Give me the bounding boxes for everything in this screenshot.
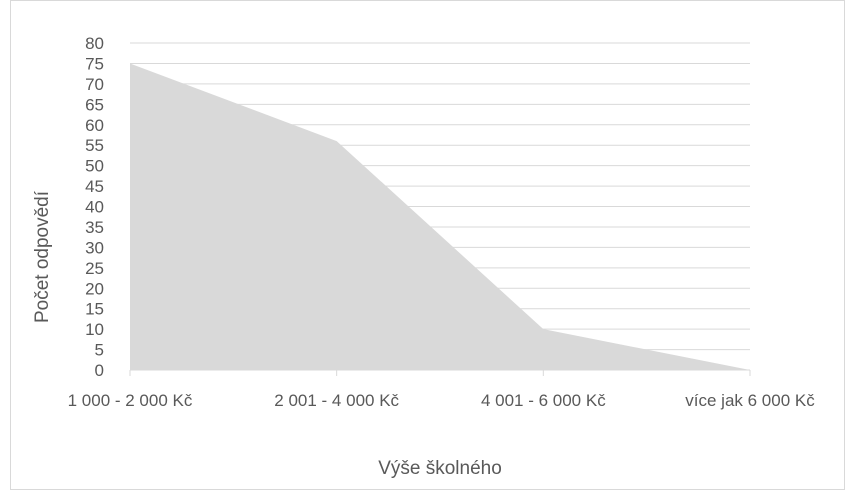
y-tick-label: 55 bbox=[85, 136, 104, 155]
y-tick-label: 80 bbox=[85, 34, 104, 53]
y-tick-label: 30 bbox=[85, 238, 104, 257]
x-tick-label: 1 000 - 2 000 Kč bbox=[68, 391, 193, 410]
y-tick-label: 65 bbox=[85, 95, 104, 114]
y-tick-label: 10 bbox=[85, 320, 104, 339]
x-tick-label: více jak 6 000 Kč bbox=[685, 391, 815, 410]
y-tick-label: 25 bbox=[85, 259, 104, 278]
y-tick-label: 60 bbox=[85, 116, 104, 135]
y-tick-label: 15 bbox=[85, 300, 104, 319]
y-tick-label: 35 bbox=[85, 218, 104, 237]
y-tick-label: 40 bbox=[85, 198, 104, 217]
y-axis-title: Počet odpovědí bbox=[32, 190, 53, 323]
area-series bbox=[130, 63, 750, 370]
x-tick-label: 2 001 - 4 000 Kč bbox=[274, 391, 399, 410]
x-axis-title: Výše školného bbox=[378, 458, 502, 479]
y-tick-label: 50 bbox=[85, 157, 104, 176]
y-tick-label: 70 bbox=[85, 75, 104, 94]
y-tick-label: 5 bbox=[95, 341, 104, 360]
y-tick-label: 20 bbox=[85, 279, 104, 298]
y-tick-label: 45 bbox=[85, 177, 104, 196]
x-tick-label: 4 001 - 6 000 Kč bbox=[481, 391, 606, 410]
y-tick-label: 75 bbox=[85, 54, 104, 73]
y-tick-label: 0 bbox=[95, 361, 104, 380]
x-axis-ticks: 1 000 - 2 000 Kč 2 001 - 4 000 Kč 4 001 - … bbox=[68, 369, 815, 410]
